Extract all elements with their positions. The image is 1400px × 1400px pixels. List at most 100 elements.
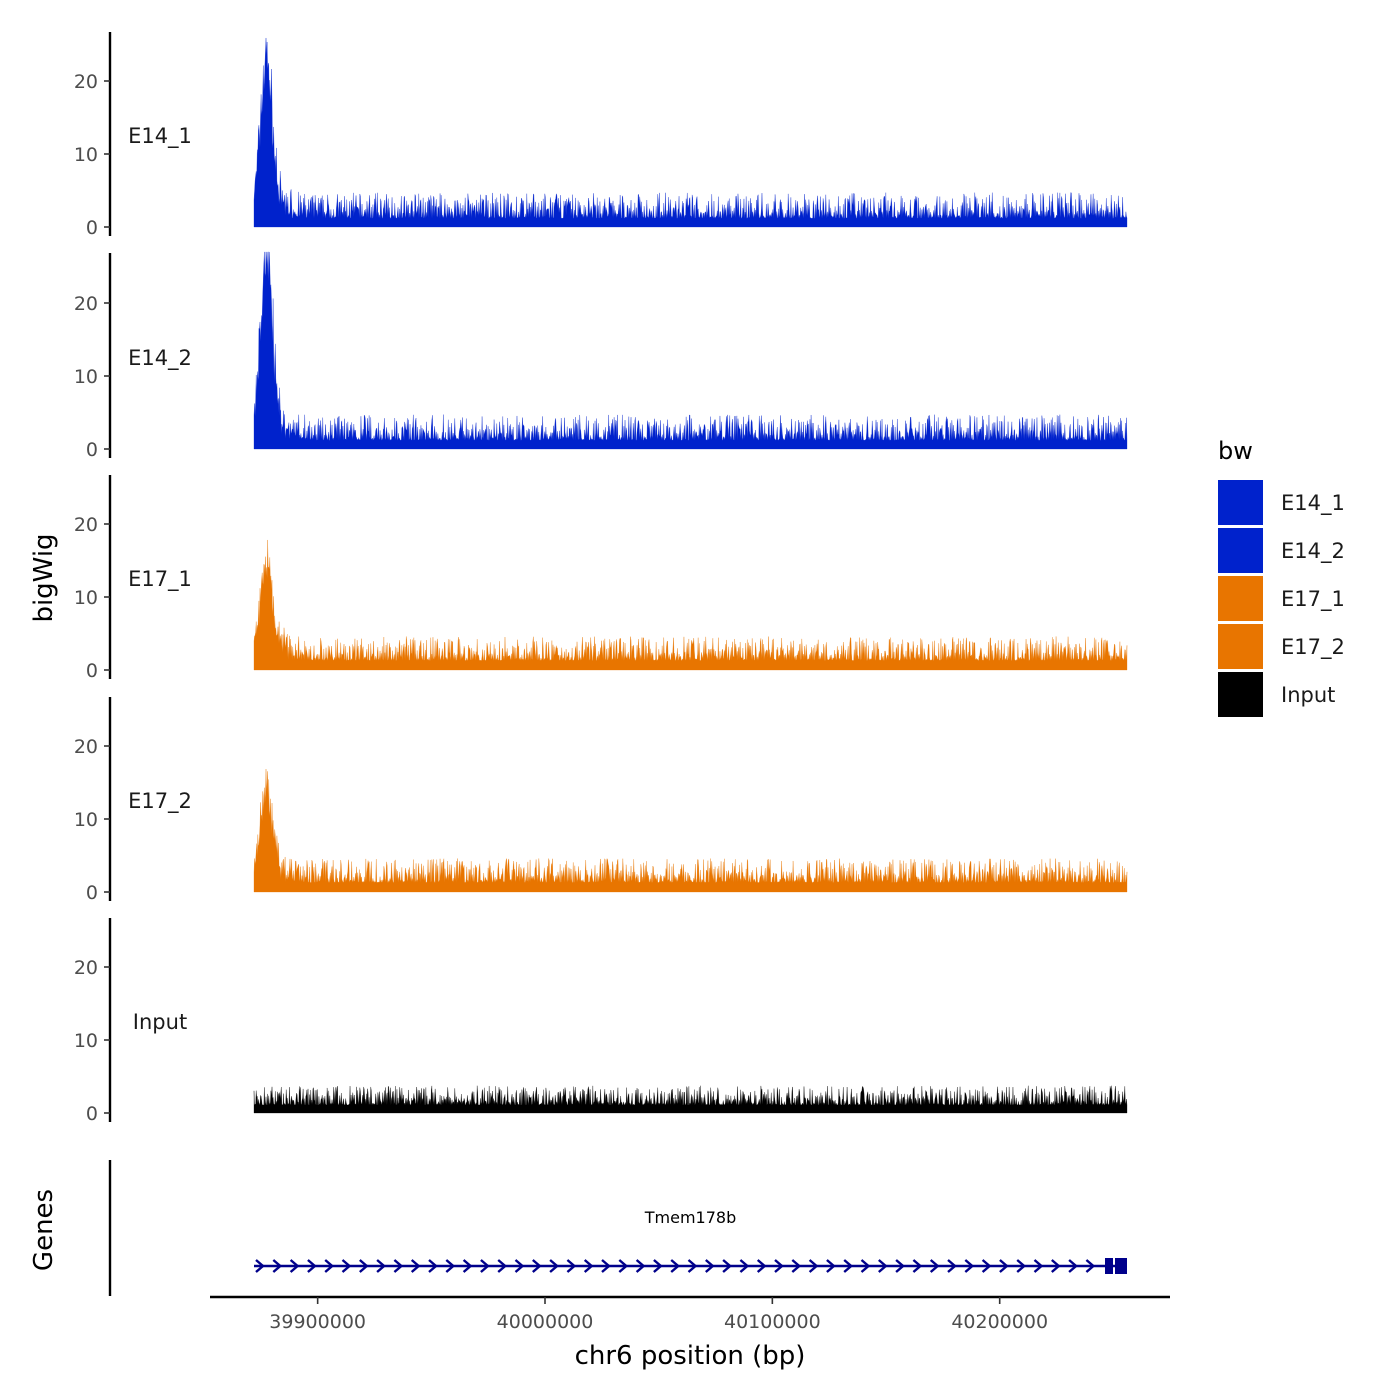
y-tick-label: 10 (74, 144, 98, 166)
x-tick-label: 40000000 (497, 1311, 594, 1333)
gene-strand-arrow (1085, 1259, 1096, 1273)
gene-strand-arrow (878, 1259, 888, 1273)
gene-strand-arrow (739, 1259, 750, 1273)
y-tick-label: 20 (74, 736, 98, 758)
gene-strand-arrow (1068, 1259, 1078, 1273)
gene-strand-arrow (756, 1259, 767, 1273)
legend-label-E17_1: E17_1 (1281, 587, 1345, 612)
gene-strand-arrow (480, 1259, 490, 1273)
gene-strand-arrow (324, 1259, 335, 1273)
y-tick-label: 20 (74, 293, 98, 315)
y-tick-label: 20 (74, 957, 98, 979)
panel-label-E14_2: E14_2 (128, 346, 192, 371)
legend-swatch-E14_2 (1218, 528, 1263, 573)
genes-track: Tmem178b (108, 1160, 1127, 1296)
gene-strand-arrow (307, 1259, 317, 1273)
gene-strand-arrow (462, 1259, 473, 1273)
panel-E14_1: 0 10 20 E14_1 (74, 32, 1128, 239)
gene-strand-arrow (1016, 1259, 1027, 1273)
x-axis-title: chr6 position (bp) (575, 1341, 806, 1371)
gene-strand-arrow (497, 1259, 508, 1273)
legend: bw E14_1 E14_2 E17_1 E17_2 Input (1218, 437, 1345, 717)
x-axis: 39900000 40000000 40100000 40200000 (210, 1295, 1170, 1333)
x-tick-label: 39900000 (269, 1311, 366, 1333)
signal-panels: 0 10 20 E14_1 0 10 20 E14_2 0 10 20 E17_1 0 10 20 E17_2… (74, 32, 1128, 1125)
gene-strand-arrow (549, 1259, 559, 1273)
gene-strand-arrow (376, 1259, 386, 1273)
gene-strand-arrow (255, 1259, 265, 1273)
gene-strand-arrow (826, 1259, 836, 1273)
genes-track-title: Genes (29, 1189, 59, 1271)
gene-strand-arrow (341, 1259, 352, 1273)
gene-exon (1105, 1258, 1113, 1274)
y-tick-label: 10 (74, 809, 98, 831)
gene-strand-arrow (514, 1259, 525, 1273)
legend-label-E17_2: E17_2 (1281, 635, 1345, 660)
gene-strand-arrow (947, 1259, 957, 1273)
legend-label-E14_2: E14_2 (1281, 539, 1345, 564)
legend-swatch-E17_1 (1218, 576, 1263, 621)
legend-title: bw (1218, 437, 1253, 465)
gene-strand-arrow (653, 1259, 663, 1273)
signal-area-E17_2 (253, 769, 1128, 893)
gene-strand-arrow (532, 1259, 542, 1273)
y-axis-title: bigWig (29, 533, 59, 622)
gene-strand-arrow (428, 1259, 438, 1273)
gene-strand-arrow (791, 1259, 802, 1273)
gene-strand-arrow (774, 1259, 784, 1273)
y-tick-label: 0 (86, 660, 98, 682)
gene-strand-arrow (705, 1259, 715, 1273)
gene-strand-arrow (981, 1259, 992, 1273)
gene-strand-arrow (618, 1259, 629, 1273)
panel-label-E17_2: E17_2 (128, 789, 192, 814)
panel-E17_1: 0 10 20 E17_1 (74, 475, 1128, 682)
panel-label-Input: Input (133, 1010, 187, 1034)
y-tick-label: 20 (74, 514, 98, 536)
panel-E17_2: 0 10 20 E17_2 (74, 697, 1128, 904)
gene-strand-arrow (843, 1259, 854, 1273)
signal-area-E14_1 (253, 37, 1128, 228)
gene-strand-arrow (964, 1259, 975, 1273)
y-tick-label: 10 (74, 1030, 98, 1052)
gene-strand-arrow (912, 1259, 923, 1273)
panel-E14_2: 0 10 20 E14_2 (74, 251, 1128, 461)
gene-name-label: Tmem178b (644, 1208, 736, 1227)
legend-swatch-Input (1218, 672, 1263, 717)
signal-area-E17_1 (253, 539, 1128, 671)
y-tick-label: 0 (86, 882, 98, 904)
gene-strand-arrow (687, 1259, 698, 1273)
gene-strand-arrow (410, 1259, 421, 1273)
y-tick-label: 10 (74, 587, 98, 609)
gene-strand-arrow (601, 1259, 611, 1273)
y-tick-label: 0 (86, 217, 98, 239)
gene-strand-arrow (359, 1259, 369, 1273)
gene-strand-arrow (583, 1259, 594, 1273)
gene-strand-arrow (393, 1259, 404, 1273)
gene-strand-arrow (929, 1259, 940, 1273)
legend-swatch-E17_2 (1218, 624, 1263, 669)
x-tick-label: 40200000 (951, 1311, 1048, 1333)
signal-area-E14_2 (253, 251, 1128, 450)
legend-label-E14_1: E14_1 (1281, 491, 1345, 516)
legend-swatch-E14_1 (1218, 480, 1263, 525)
gene-strand-arrow (895, 1259, 905, 1273)
y-tick-label: 20 (74, 71, 98, 93)
gene-strand-arrow (722, 1259, 732, 1273)
gene-strand-arrow (272, 1259, 283, 1273)
panel-Input: 0 10 20 Input (74, 918, 1128, 1125)
y-tick-label: 10 (74, 366, 98, 388)
y-tick-label: 0 (86, 439, 98, 461)
gene-strand-arrow (445, 1259, 456, 1273)
gene-strand-arrow (1051, 1259, 1061, 1273)
legend-label-Input: Input (1281, 683, 1335, 707)
gene-strand-arrow (289, 1259, 300, 1273)
gene-strand-arrow (999, 1259, 1009, 1273)
gene-strand-arrow (860, 1259, 871, 1273)
panel-label-E14_1: E14_1 (128, 124, 192, 149)
y-tick-label: 0 (86, 1103, 98, 1125)
gene-strand-arrow (808, 1259, 819, 1273)
gene-exon (1115, 1258, 1127, 1274)
gene-strand-arrow (1033, 1259, 1044, 1273)
gene-strand-arrow (566, 1259, 577, 1273)
